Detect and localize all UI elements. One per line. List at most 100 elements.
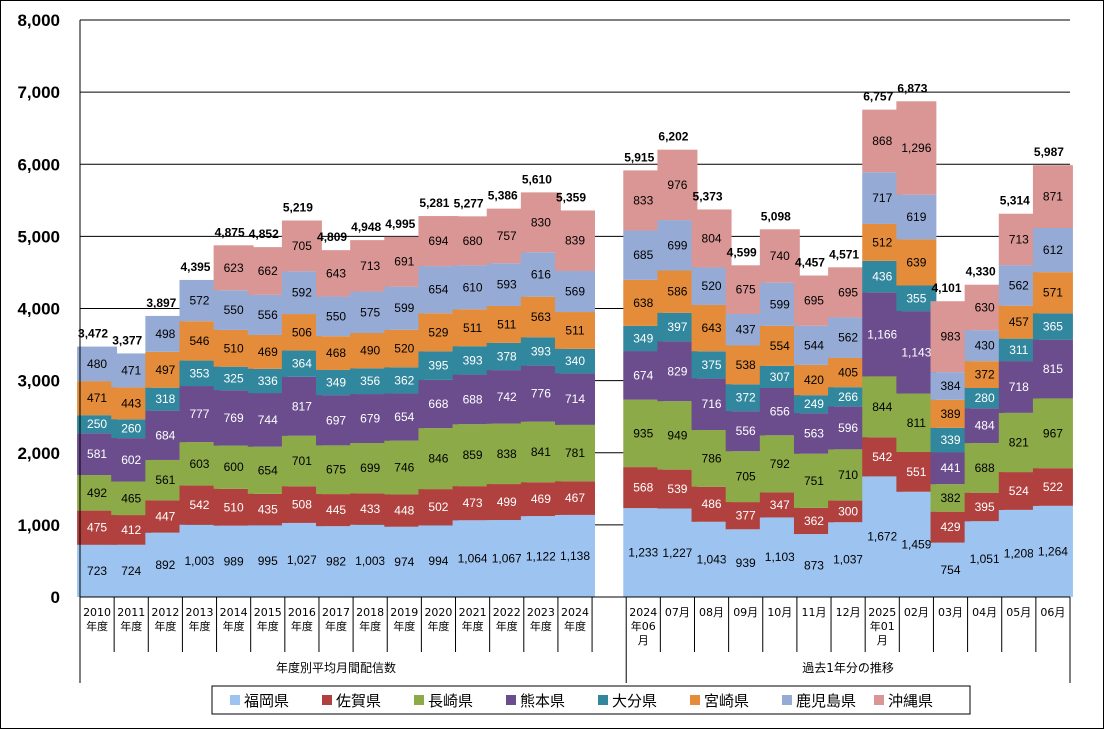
- bar-segment: [247, 247, 288, 295]
- bar-segment: [998, 509, 1039, 597]
- total-label: 4,948: [351, 220, 381, 234]
- data-label: 674: [633, 368, 653, 382]
- total-label: 3,377: [112, 333, 142, 347]
- bar-segment: [896, 311, 937, 394]
- x-tick-label: 2024: [561, 606, 589, 619]
- data-label: 250: [87, 417, 107, 431]
- bar-segment: [520, 516, 561, 597]
- data-label: 498: [155, 327, 175, 341]
- bar-segment: [793, 395, 834, 414]
- bar-segment: [384, 329, 425, 368]
- data-label: 1,067: [492, 552, 522, 566]
- data-label: 484: [975, 419, 995, 433]
- data-label: 471: [87, 391, 107, 405]
- data-label: 691: [394, 255, 414, 269]
- x-tick-label: 年度: [154, 619, 176, 633]
- legend-swatch: [690, 695, 700, 705]
- data-label: 817: [292, 399, 312, 413]
- bar-segment: [418, 525, 459, 597]
- data-label: 967: [1043, 426, 1063, 440]
- data-label: 989: [224, 554, 244, 568]
- bar-segment: [930, 427, 971, 453]
- bar-segment: [384, 526, 425, 597]
- data-label: 643: [326, 266, 346, 280]
- data-label: 529: [428, 325, 448, 339]
- bar-segment: [964, 284, 1005, 331]
- bar-segment: [828, 449, 869, 501]
- x-tick-label: 2012: [151, 606, 179, 619]
- data-label: 356: [360, 374, 380, 388]
- bar-segment: [623, 467, 664, 509]
- data-label: 983: [941, 330, 961, 344]
- bar-segment: [725, 411, 766, 452]
- x-tick-label: 2013: [185, 606, 213, 619]
- data-label: 395: [975, 500, 995, 514]
- data-label: 776: [531, 387, 551, 401]
- data-label: 260: [121, 422, 141, 436]
- bar-segment: [247, 493, 288, 526]
- bar-segment: [384, 367, 425, 394]
- bar-segment: [179, 442, 220, 486]
- data-label: 723: [87, 564, 107, 578]
- data-label: 639: [906, 255, 926, 269]
- bar-segment: [281, 350, 322, 377]
- data-label: 551: [906, 465, 926, 479]
- legend-swatch: [414, 695, 424, 705]
- data-label: 562: [1009, 278, 1029, 292]
- bar-segment: [1032, 165, 1073, 229]
- data-label: 654: [428, 283, 448, 297]
- bar-segment: [247, 393, 288, 447]
- data-label: 562: [838, 331, 858, 345]
- bar-segment: [486, 342, 527, 371]
- bar-segment: [555, 424, 595, 482]
- x-tick-label: 年度: [496, 619, 518, 633]
- bar-segment: [281, 435, 322, 487]
- total-label: 6,202: [658, 130, 688, 144]
- bar-segment: [623, 279, 664, 326]
- data-label: 546: [189, 334, 209, 348]
- data-label: 339: [941, 433, 961, 447]
- data-label: 353: [189, 366, 209, 380]
- total-label: 4,875: [215, 225, 245, 239]
- bar-segment: [452, 216, 493, 266]
- data-label: 355: [906, 291, 926, 305]
- bar-segment: [1032, 339, 1073, 399]
- data-label: 311: [1009, 343, 1028, 357]
- data-label: 467: [565, 491, 585, 505]
- bar-segment: [520, 421, 561, 483]
- total-label: 4,852: [249, 227, 279, 241]
- data-label: 610: [463, 280, 483, 294]
- x-tick-label: 月: [877, 634, 888, 647]
- x-tick-label: 09月: [733, 606, 758, 619]
- bar-segment: [179, 524, 220, 597]
- bar-segment: [486, 263, 527, 306]
- x-tick-label: 11月: [801, 606, 826, 619]
- data-label: 480: [87, 357, 107, 371]
- data-label: 568: [633, 481, 653, 495]
- data-label: 497: [155, 363, 175, 377]
- x-tick-label: 12月: [836, 606, 861, 619]
- data-label: 592: [292, 286, 312, 300]
- legend-label: 大分県: [612, 692, 657, 710]
- data-label: 473: [463, 496, 483, 510]
- bar-segment: [350, 493, 391, 525]
- data-label: 448: [394, 504, 414, 518]
- bar-segment: [759, 517, 800, 597]
- x-tick-label: 年度: [427, 619, 449, 633]
- bar-segment: [384, 236, 425, 287]
- data-label: 336: [258, 374, 278, 388]
- data-label: 468: [326, 346, 346, 360]
- bar-segment: [1032, 272, 1073, 314]
- data-label: 365: [1043, 319, 1063, 333]
- bar-segment: [281, 522, 322, 597]
- bar-segment: [862, 376, 903, 438]
- data-label: 713: [360, 259, 380, 273]
- total-label: 4,571: [829, 247, 859, 261]
- total-label: 5,281: [419, 196, 449, 210]
- data-label: 602: [121, 453, 141, 467]
- legend-label: 鹿児島県: [796, 692, 856, 710]
- bar-segment: [452, 520, 493, 597]
- bar-segment: [759, 365, 800, 388]
- total-label: 4,457: [795, 256, 825, 270]
- axes: 0 1,000 2,000 3,000 4,000 5,000 6,000 7,000 8,00…: [17, 11, 1071, 683]
